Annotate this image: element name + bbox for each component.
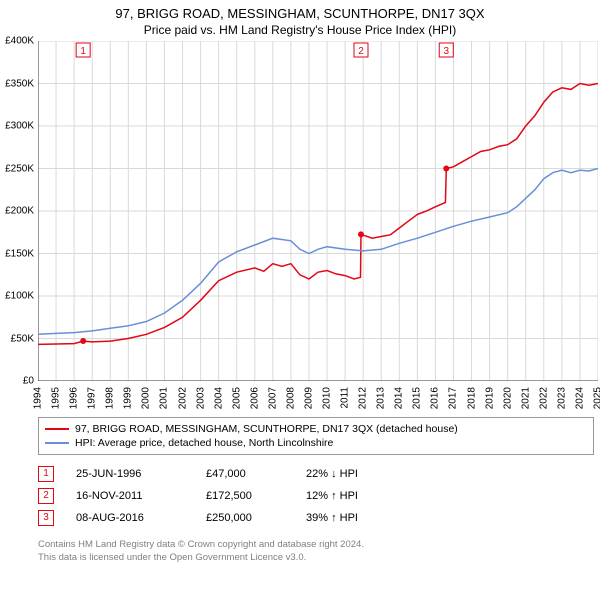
x-tick-label: 2023 <box>556 387 567 409</box>
x-tick-label: 2018 <box>466 387 477 409</box>
x-tick-label: 2022 <box>538 387 549 409</box>
marker-price: £47,000 <box>206 468 306 480</box>
x-tick-label: 1995 <box>51 387 62 409</box>
y-tick-label: £250K <box>5 163 34 174</box>
x-tick-label: 2005 <box>231 387 242 409</box>
legend-box: 97, BRIGG ROAD, MESSINGHAM, SCUNTHORPE, … <box>38 417 594 455</box>
x-tick-label: 2006 <box>249 387 260 409</box>
x-tick-label: 2016 <box>430 387 441 409</box>
x-tick-label: 2020 <box>502 387 513 409</box>
x-tick-label: 2015 <box>412 387 423 409</box>
y-tick-label: £50K <box>11 333 34 344</box>
marker-diff: 39% ↑ HPI <box>306 512 358 524</box>
attribution-line-2: This data is licensed under the Open Gov… <box>38 552 594 565</box>
x-tick-label: 2012 <box>358 387 369 409</box>
y-tick-label: £100K <box>5 291 34 302</box>
sale-marker-row: 2 16-NOV-2011£172,50012% ↑ HPI <box>38 485 594 507</box>
marker-number-box: 2 <box>38 488 54 504</box>
sale-markers-table: 1 25-JUN-1996£47,00022% ↓ HPI 2 16-NOV-2011… <box>38 463 594 529</box>
x-axis: 1994199519961997199819992000200120022003… <box>38 381 598 411</box>
x-tick-label: 1996 <box>69 387 80 409</box>
y-tick-label: £400K <box>5 36 34 47</box>
x-tick-label: 2013 <box>376 387 387 409</box>
x-tick-label: 1999 <box>123 387 134 409</box>
legend-swatch-hpi <box>45 442 69 444</box>
x-tick-label: 2007 <box>267 387 278 409</box>
attribution-line-1: Contains HM Land Registry data © Crown c… <box>38 539 594 552</box>
marker-price: £172,500 <box>206 490 306 502</box>
x-tick-label: 2000 <box>141 387 152 409</box>
legend-item-price-paid: 97, BRIGG ROAD, MESSINGHAM, SCUNTHORPE, … <box>45 422 587 436</box>
marker-number-box: 3 <box>38 510 54 526</box>
svg-text:1: 1 <box>80 46 86 57</box>
x-tick-label: 2004 <box>213 387 224 409</box>
legend-swatch-price-paid <box>45 428 69 430</box>
y-tick-label: £300K <box>5 121 34 132</box>
chart-svg: 1 2 3 <box>38 41 598 381</box>
chart-container: 97, BRIGG ROAD, MESSINGHAM, SCUNTHORPE, … <box>0 0 600 590</box>
marker-diff: 22% ↓ HPI <box>306 468 358 480</box>
x-tick-label: 2010 <box>322 387 333 409</box>
x-tick-label: 2025 <box>593 387 600 409</box>
y-tick-label: £200K <box>5 206 34 217</box>
x-tick-label: 2024 <box>574 387 585 409</box>
marker-diff: 12% ↑ HPI <box>306 490 358 502</box>
x-tick-label: 2001 <box>159 387 170 409</box>
x-tick-label: 2021 <box>520 387 531 409</box>
marker-price: £250,000 <box>206 512 306 524</box>
marker-date: 16-NOV-2011 <box>76 490 206 502</box>
y-axis: £0£50K£100K£150K£200K£250K£300K£350K£400… <box>0 41 36 381</box>
x-tick-label: 1998 <box>105 387 116 409</box>
x-tick-label: 2003 <box>195 387 206 409</box>
x-tick-label: 2011 <box>340 387 351 409</box>
x-tick-label: 2002 <box>177 387 188 409</box>
legend-item-hpi: HPI: Average price, detached house, Nort… <box>45 436 587 450</box>
svg-text:2: 2 <box>358 46 364 57</box>
x-tick-label: 2008 <box>285 387 296 409</box>
sale-marker-row: 1 25-JUN-1996£47,00022% ↓ HPI <box>38 463 594 485</box>
x-tick-label: 2009 <box>303 387 314 409</box>
legend-label-hpi: HPI: Average price, detached house, Nort… <box>75 437 333 449</box>
sale-marker-row: 3 08-AUG-2016£250,00039% ↑ HPI <box>38 507 594 529</box>
marker-number-box: 1 <box>38 466 54 482</box>
x-tick-label: 2019 <box>484 387 495 409</box>
x-tick-label: 1994 <box>33 387 44 409</box>
marker-date: 08-AUG-2016 <box>76 512 206 524</box>
x-tick-label: 2017 <box>448 387 459 409</box>
chart-subtitle: Price paid vs. HM Land Registry's House … <box>0 21 600 41</box>
x-tick-label: 1997 <box>87 387 98 409</box>
svg-text:3: 3 <box>443 46 449 57</box>
marker-date: 25-JUN-1996 <box>76 468 206 480</box>
y-tick-label: £150K <box>5 248 34 259</box>
attribution: Contains HM Land Registry data © Crown c… <box>38 539 594 565</box>
y-tick-label: £0 <box>23 376 34 387</box>
legend-label-price-paid: 97, BRIGG ROAD, MESSINGHAM, SCUNTHORPE, … <box>75 423 458 435</box>
chart-title: 97, BRIGG ROAD, MESSINGHAM, SCUNTHORPE, … <box>0 0 600 21</box>
y-tick-label: £350K <box>5 78 34 89</box>
x-tick-label: 2014 <box>394 387 405 409</box>
chart-plot-area: £0£50K£100K£150K£200K£250K£300K£350K£400… <box>38 41 598 381</box>
